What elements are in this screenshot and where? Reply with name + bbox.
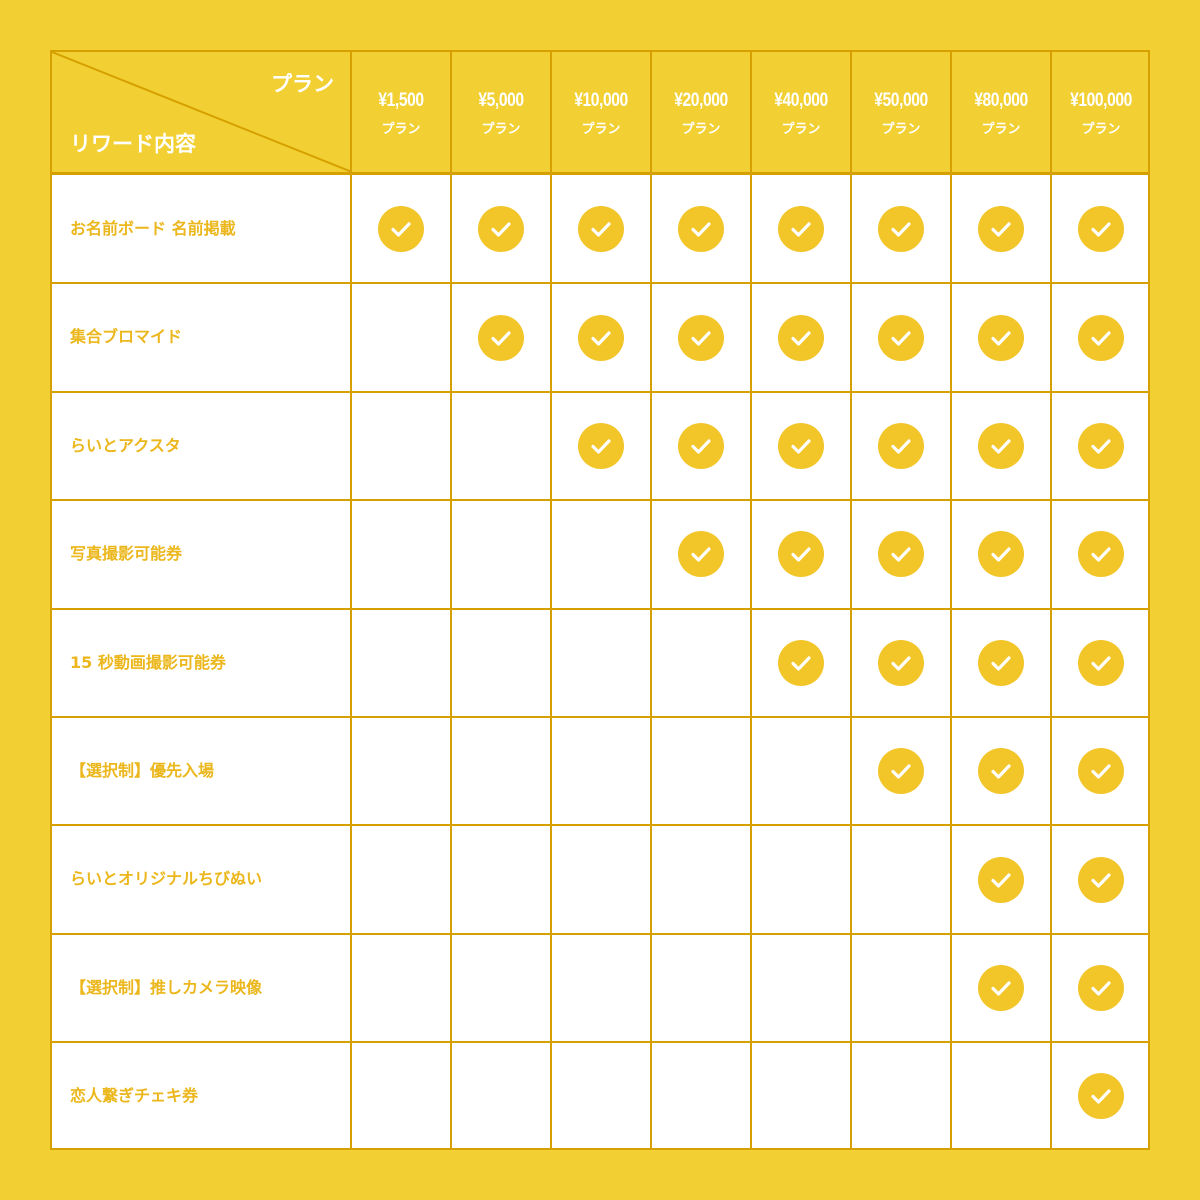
column-divider xyxy=(550,52,552,1148)
column-divider xyxy=(650,52,652,1148)
check-circle-icon xyxy=(1078,748,1124,795)
reward-table: プラン リワード内容 ¥1,500 プラン ¥5,000 プラン ¥10,000 プラン ¥… xyxy=(50,50,1150,1150)
plan-header: ¥50,000 プラン xyxy=(852,52,950,172)
check-circle-icon xyxy=(578,314,624,361)
check-circle-icon xyxy=(778,531,824,578)
plan-price: ¥40,000 xyxy=(774,90,828,111)
plan-price: ¥50,000 xyxy=(874,90,928,111)
check-circle-icon xyxy=(878,314,924,361)
plan-price: ¥80,000 xyxy=(974,90,1028,111)
row-divider xyxy=(52,607,1148,610)
check-circle-icon xyxy=(978,639,1024,686)
check-circle-icon xyxy=(978,314,1024,361)
check-circle-icon xyxy=(1078,965,1124,1011)
check-circle-icon xyxy=(878,531,924,578)
check-circle-icon xyxy=(878,206,924,253)
plan-label: プラン xyxy=(481,122,521,137)
column-divider xyxy=(750,52,752,1148)
check-circle-icon xyxy=(678,423,724,469)
plan-header: ¥80,000 プラン xyxy=(952,52,1050,172)
check-circle-icon xyxy=(1078,206,1124,253)
plan-header: ¥40,000 プラン xyxy=(752,52,850,172)
plan-price: ¥10,000 xyxy=(574,90,628,111)
check-circle-icon xyxy=(978,206,1024,253)
corner-diagonal-line xyxy=(52,52,352,172)
row-divider xyxy=(52,499,1148,502)
plan-label: プラン xyxy=(1081,122,1121,137)
row-divider xyxy=(52,282,1148,285)
check-circle-icon xyxy=(1078,423,1124,469)
row-divider xyxy=(52,716,1148,718)
check-circle-icon xyxy=(978,423,1024,469)
reward-label: らいとアクスタ xyxy=(70,435,181,455)
row-divider xyxy=(52,824,1148,827)
plan-label: プラン xyxy=(381,122,421,137)
check-circle-icon xyxy=(1078,531,1124,578)
plan-label: プラン xyxy=(781,122,821,137)
check-circle-icon xyxy=(1078,856,1124,903)
check-circle-icon xyxy=(978,856,1024,903)
check-circle-icon xyxy=(678,314,724,361)
check-circle-icon xyxy=(678,206,724,253)
plan-price: ¥1,500 xyxy=(378,90,424,111)
plan-label: プラン xyxy=(581,122,621,137)
plan-header: ¥1,500 プラン xyxy=(352,52,450,172)
check-circle-icon xyxy=(878,639,924,686)
check-circle-icon xyxy=(978,748,1024,795)
plan-header: ¥5,000 プラン xyxy=(452,52,550,172)
check-circle-icon xyxy=(678,531,724,578)
row-divider xyxy=(52,390,1148,393)
column-divider xyxy=(450,52,452,1148)
check-circle-icon xyxy=(478,314,524,361)
reward-label: 写真撮影可能券 xyxy=(70,544,183,564)
plan-price: ¥100,000 xyxy=(1070,90,1132,111)
check-circle-icon xyxy=(478,206,524,253)
check-circle-icon xyxy=(378,206,424,253)
reward-label: らいとオリジナルちびぬい xyxy=(70,869,263,889)
check-circle-icon xyxy=(578,206,624,253)
check-circle-icon xyxy=(978,531,1024,578)
check-circle-icon xyxy=(778,314,824,361)
row-divider xyxy=(52,1041,1148,1044)
check-circle-icon xyxy=(878,423,924,469)
column-divider xyxy=(1050,52,1052,1148)
plan-label: プラン xyxy=(881,122,921,137)
column-divider xyxy=(950,52,952,1148)
corner-plan-label: プラン xyxy=(271,72,334,96)
check-circle-icon xyxy=(1078,314,1124,361)
column-divider xyxy=(850,52,852,1148)
column-divider xyxy=(350,52,352,1148)
check-circle-icon xyxy=(878,748,924,795)
check-circle-icon xyxy=(778,639,824,686)
plan-price: ¥20,000 xyxy=(674,90,728,111)
check-circle-icon xyxy=(1078,1073,1124,1120)
corner-reward-label: リワード内容 xyxy=(70,132,196,156)
plan-label: プラン xyxy=(981,122,1021,137)
table-header xyxy=(52,52,1148,172)
check-circle-icon xyxy=(778,206,824,253)
reward-label: 【選択制】優先入場 xyxy=(70,761,215,780)
reward-label: 恋人繋ぎチェキ券 xyxy=(70,1086,199,1106)
plan-label: プラン xyxy=(681,122,721,137)
check-circle-icon xyxy=(1078,639,1124,686)
plan-header: ¥20,000 プラン xyxy=(652,52,750,172)
check-circle-icon xyxy=(978,965,1024,1011)
reward-label: 集合ブロマイド xyxy=(70,327,183,347)
header-divider xyxy=(52,172,1148,175)
check-circle-icon xyxy=(778,423,824,469)
reward-label: 【選択制】推しカメラ映像 xyxy=(70,977,263,997)
reward-label: お名前ボード 名前掲載 xyxy=(70,219,236,238)
check-circle-icon xyxy=(578,423,624,469)
reward-label: 15 秒動画撮影可能券 xyxy=(70,652,226,672)
row-divider xyxy=(52,932,1148,935)
plan-price: ¥5,000 xyxy=(478,90,524,111)
plan-header: ¥100,000 プラン xyxy=(1052,52,1150,172)
plan-header: ¥10,000 プラン xyxy=(552,52,650,172)
